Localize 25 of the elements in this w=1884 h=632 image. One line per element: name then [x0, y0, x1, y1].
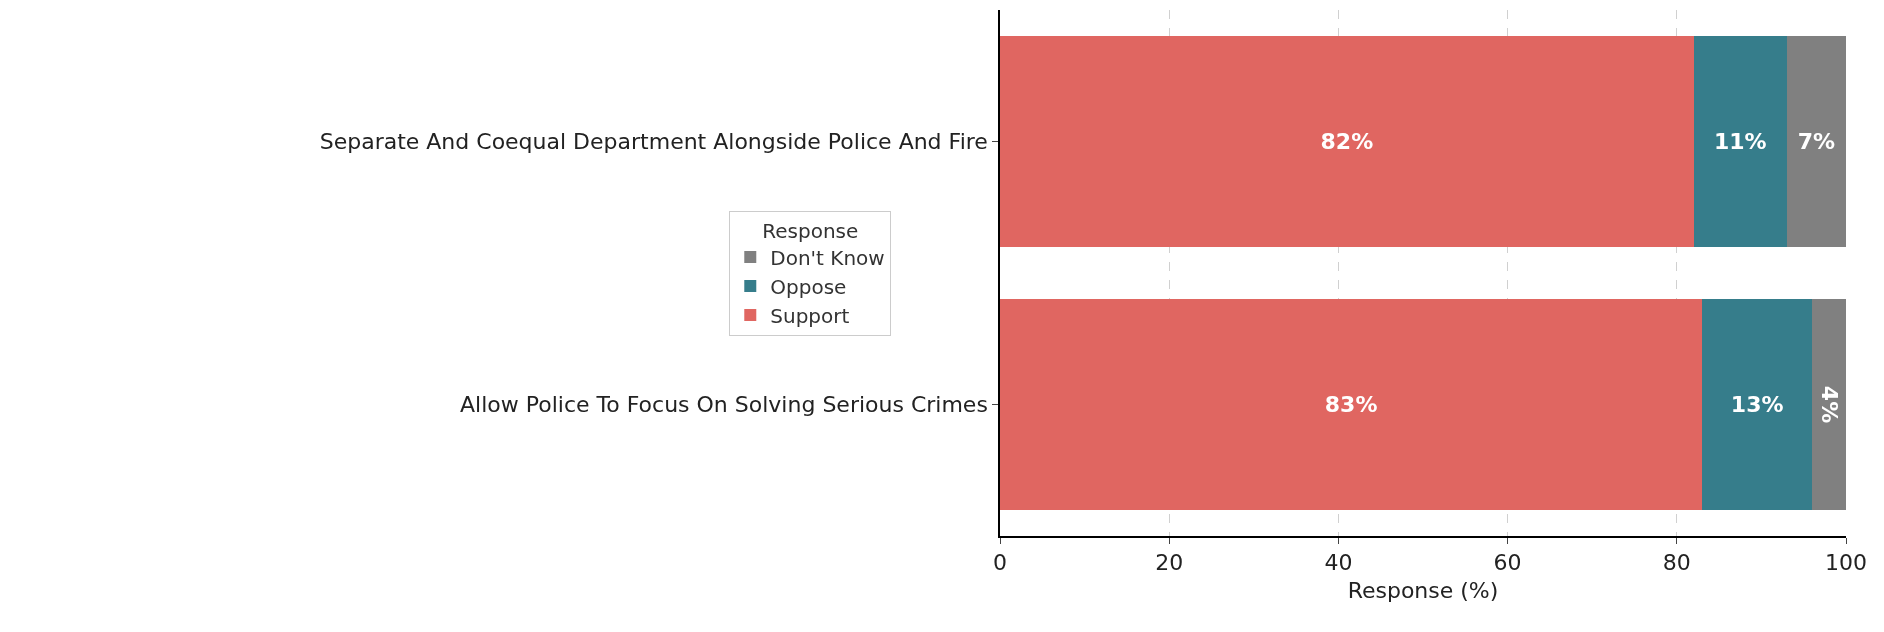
legend-title: Response: [762, 218, 859, 243]
data-label: 83%: [1324, 392, 1378, 417]
data-label: 82%: [1320, 129, 1374, 154]
x-tick-label: 100: [1825, 550, 1867, 576]
legend-label: Support: [770, 303, 850, 328]
legend-label: Oppose: [770, 274, 847, 299]
data-label: 13%: [1730, 392, 1784, 417]
bar: [1702, 299, 1813, 510]
data-label: 11%: [1713, 129, 1767, 154]
y-tick-label: Separate And Coequal Department Alongside Police And Fire: [319, 129, 988, 155]
bar: [1786, 36, 1846, 247]
x-tick-label: 80: [1662, 550, 1691, 576]
y-tick-label: Allow Police To Focus On Solving Serious Crimes: [460, 392, 988, 418]
x-tick-label: 40: [1324, 550, 1353, 576]
data-label: 4%: [1816, 385, 1842, 424]
bar: [1812, 299, 1846, 510]
x-tick-label: 60: [1493, 550, 1522, 576]
x-tick-label: 0: [993, 550, 1007, 576]
bar: [1693, 36, 1787, 247]
bar: [1000, 299, 1703, 510]
data-label: 7%: [1797, 129, 1836, 154]
bar: [1000, 36, 1694, 247]
x-tick-label: 20: [1155, 550, 1184, 576]
legend-label: Don't Know: [770, 245, 885, 270]
x-axis-title: Response (%): [1347, 577, 1499, 603]
